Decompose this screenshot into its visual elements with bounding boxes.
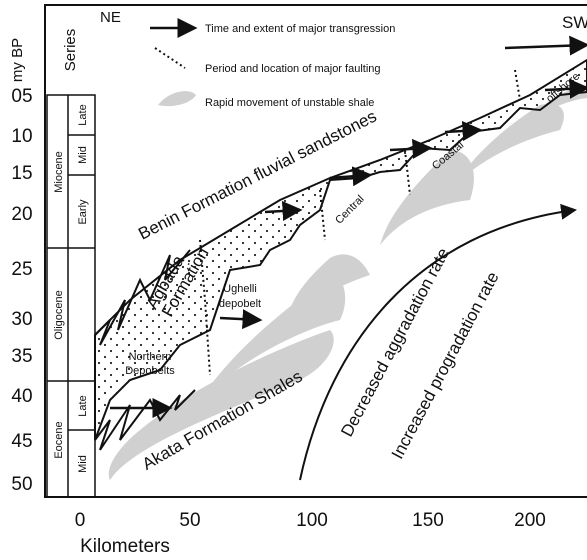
label: depobelt: [219, 298, 261, 310]
legend-label: Period and location of major faulting: [205, 63, 381, 75]
zigzag: [94, 389, 196, 451]
y-tick-label: 50: [11, 474, 32, 495]
x-tick-label: 50: [179, 510, 200, 531]
y-tick-label: 35: [11, 346, 32, 367]
x-tick-label: 200: [514, 510, 546, 531]
epoch: Eocene: [53, 421, 65, 458]
legend-label: Rapid movement of unstable shale: [205, 97, 374, 109]
y-tick-label: 45: [11, 431, 32, 452]
trend-arrow: [299, 203, 577, 481]
x-tick-label: 0: [75, 510, 86, 531]
series-column: [46, 94, 96, 498]
stage: Late: [77, 104, 89, 125]
legend-shale: [158, 91, 196, 107]
label: Depobelts: [125, 365, 175, 377]
x-ticks: 0 50 100 150 200: [75, 510, 546, 531]
series-header: Series: [62, 29, 79, 72]
legend-fault: [154, 47, 186, 69]
transgression-arrows: [110, 35, 587, 418]
stage: Early: [77, 199, 89, 225]
label: Increased progradation rate: [388, 269, 503, 462]
stage: Late: [77, 395, 89, 416]
label: Central: [333, 193, 367, 227]
legend-label: Time and extent of major transgression: [205, 23, 395, 35]
stage: Mid: [77, 146, 89, 164]
x-tick-label: 150: [412, 510, 444, 531]
epoch: Oligocene: [53, 290, 65, 340]
label: Northern: [129, 351, 172, 363]
faults: [199, 69, 521, 376]
agbada-region: [94, 58, 587, 441]
y-tick-label: 30: [11, 309, 32, 330]
y-tick-label: 05: [11, 86, 32, 107]
y-tick-label: 20: [11, 204, 32, 225]
label: Ughelli: [223, 283, 257, 295]
y-ticks: 05 10 15 20 25 30 35 40 45 50: [11, 86, 32, 495]
epoch: Miocene: [53, 151, 65, 193]
stage: Mid: [77, 455, 89, 473]
direction: NE: [100, 9, 121, 26]
y-tick-label: 15: [11, 163, 32, 184]
y-tick-label: 10: [11, 126, 32, 147]
axis-title: my BP: [9, 38, 26, 82]
direction: SW: [562, 13, 587, 32]
y-tick-label: 40: [11, 386, 32, 407]
x-tick-label: 100: [296, 510, 328, 531]
zigzag: [94, 249, 191, 346]
y-tick-label: 25: [11, 259, 32, 280]
frame: [44, 4, 587, 498]
x-title: Kilometers: [80, 536, 170, 557]
